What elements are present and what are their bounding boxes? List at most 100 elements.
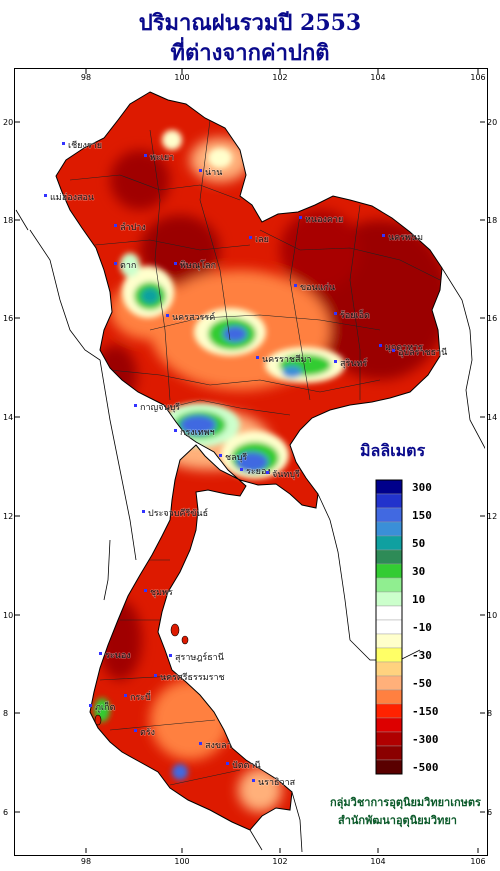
longitude-tick-label-top: 98	[81, 73, 91, 82]
place-name: นครสวรรค์	[172, 311, 215, 323]
map-title-line1: ปริมาณฝนรวมปี 2553	[138, 10, 362, 36]
legend-swatch	[375, 493, 403, 509]
legend-swatch	[375, 577, 403, 593]
place-name: หนองคาย	[305, 215, 343, 225]
place-name: ระนอง	[105, 651, 131, 661]
latitude-tick-label-right: 18	[487, 216, 497, 225]
longitude-tick-label-top: 100	[174, 73, 189, 82]
place-name: นราธิวาส	[258, 777, 296, 788]
place-name: จันทบุรี	[272, 469, 300, 480]
legend-swatch	[375, 745, 403, 761]
station-marker	[299, 216, 302, 219]
station-marker	[89, 704, 92, 707]
legend-label: -500	[412, 761, 439, 774]
province-boundaries	[69, 119, 441, 786]
station-marker	[124, 694, 127, 697]
legend-swatch	[375, 633, 403, 649]
place-name: อุบลราชธานี	[398, 347, 447, 358]
latitude-tick-label-left: 18	[3, 216, 13, 225]
station-marker	[392, 349, 395, 352]
station-marker	[166, 314, 169, 317]
neighbouring-borders	[15, 209, 485, 853]
latitude-tick-label-right: 6	[487, 808, 492, 817]
legend-swatch	[375, 619, 403, 635]
station-marker	[114, 262, 117, 265]
place-name: ตาก	[120, 261, 136, 271]
latitude-tick-label-left: 20	[3, 118, 13, 127]
place-name: กรุงเทพฯ	[180, 428, 215, 438]
latitude-tick-label-left: 16	[3, 314, 13, 323]
legend-label: 300	[412, 481, 432, 494]
legend-label: -10	[412, 621, 432, 634]
latitude-tick-label-right: 8	[487, 709, 492, 718]
place-name: ประจวบคีรีขันธ์	[148, 507, 208, 519]
station-marker	[256, 356, 259, 359]
latitude-tick-label-right: 20	[487, 118, 497, 127]
legend-swatch	[375, 689, 403, 705]
station-marker	[62, 142, 65, 145]
legend-label: -150	[412, 705, 439, 718]
legend-swatch	[375, 661, 403, 677]
station-marker	[249, 236, 252, 239]
place-name: แม่ฮ่องสอน	[50, 193, 94, 203]
legend: 300 150 50 30 10 -10 -30 -50 -150 -300 -500	[375, 479, 439, 775]
place-name: ร้อยเอ็ด	[340, 308, 370, 321]
station-marker	[294, 284, 297, 287]
latitude-tick-label-left: 6	[3, 808, 8, 817]
place-name: ลำปาง	[120, 222, 146, 233]
legend-label: -30	[412, 649, 432, 662]
latitude-tick-label-right: 12	[487, 512, 497, 521]
station-marker	[219, 454, 222, 457]
latitude-tick-label-left: 12	[3, 512, 13, 521]
place-name: สงขลา	[205, 741, 232, 751]
station-marker	[144, 589, 147, 592]
station-marker	[44, 194, 47, 197]
legend-swatch	[375, 591, 403, 607]
station-marker	[174, 262, 177, 265]
longitude-tick-label-bottom: 104	[370, 857, 385, 866]
station-marker	[174, 429, 177, 432]
station-marker	[226, 762, 229, 765]
longitude-tick-label-top: 102	[272, 73, 287, 82]
station-marker	[252, 779, 255, 782]
station-marker	[134, 729, 137, 732]
place-name: ขอนแก่น	[300, 283, 335, 293]
place-name: นครศรีธรรมราช	[160, 672, 225, 683]
place-name: กาญจนบุรี	[140, 402, 180, 413]
place-name: กระบี่	[130, 690, 151, 703]
station-marker	[99, 652, 102, 655]
legend-border	[375, 479, 403, 775]
station-marker	[240, 468, 243, 471]
station-marker	[334, 312, 337, 315]
latitude-tick-label-left: 8	[3, 709, 8, 718]
station-marker	[334, 360, 337, 363]
station-marker	[142, 510, 145, 513]
legend-swatch	[375, 717, 403, 733]
station-marker	[154, 674, 157, 677]
legend-label: 50	[412, 537, 425, 550]
legend-swatch	[375, 703, 403, 719]
legend-swatch	[375, 605, 403, 621]
legend-label: -50	[412, 677, 432, 690]
legend-swatch	[375, 731, 403, 747]
legend-swatch	[375, 549, 403, 565]
station-marker	[134, 404, 137, 407]
longitude-tick-label-bottom: 106	[470, 857, 485, 866]
map-title-line2: ที่ต่างจากค่าปกติ	[170, 40, 330, 66]
place-name: ชุมพร	[150, 588, 173, 598]
islands	[94, 623, 189, 726]
station-marker	[382, 234, 385, 237]
station-marker	[169, 654, 172, 657]
legend-swatch	[375, 563, 403, 579]
place-name: ชลบุรี	[225, 452, 247, 463]
legend-label: 10	[412, 593, 425, 606]
station-marker	[199, 169, 202, 172]
credit-line1: กลุ่มวิชาการอุตุนิยมวิทยาเกษตร	[330, 796, 481, 810]
place-name: สุราษฎร์ธานี	[175, 651, 224, 663]
longitude-tick-label-bottom: 102	[272, 857, 287, 866]
legend-swatch	[375, 535, 403, 551]
legend-label: 30	[412, 565, 425, 578]
